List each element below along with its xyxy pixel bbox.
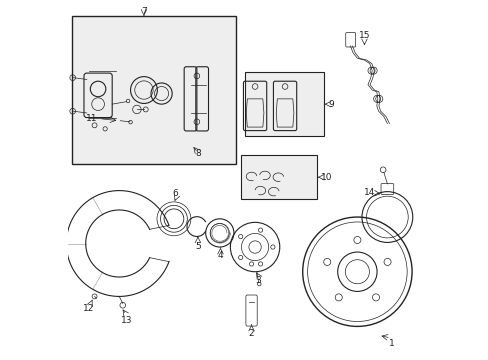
Text: 8: 8 <box>195 149 201 158</box>
Text: 11: 11 <box>86 114 97 123</box>
FancyBboxPatch shape <box>244 72 323 136</box>
Text: 7: 7 <box>141 7 146 16</box>
Text: 3: 3 <box>255 276 261 285</box>
Text: 13: 13 <box>121 316 132 325</box>
Text: 6: 6 <box>172 189 178 198</box>
Text: 2: 2 <box>248 329 254 338</box>
Text: 10: 10 <box>321 173 332 182</box>
FancyBboxPatch shape <box>71 16 235 164</box>
Text: 14: 14 <box>363 188 374 197</box>
Text: 12: 12 <box>82 304 94 313</box>
Text: 9: 9 <box>328 100 333 109</box>
FancyBboxPatch shape <box>241 155 316 199</box>
Text: 15: 15 <box>358 31 369 40</box>
Text: 5: 5 <box>195 242 201 251</box>
Text: 1: 1 <box>388 339 394 348</box>
Text: 4: 4 <box>217 251 223 260</box>
